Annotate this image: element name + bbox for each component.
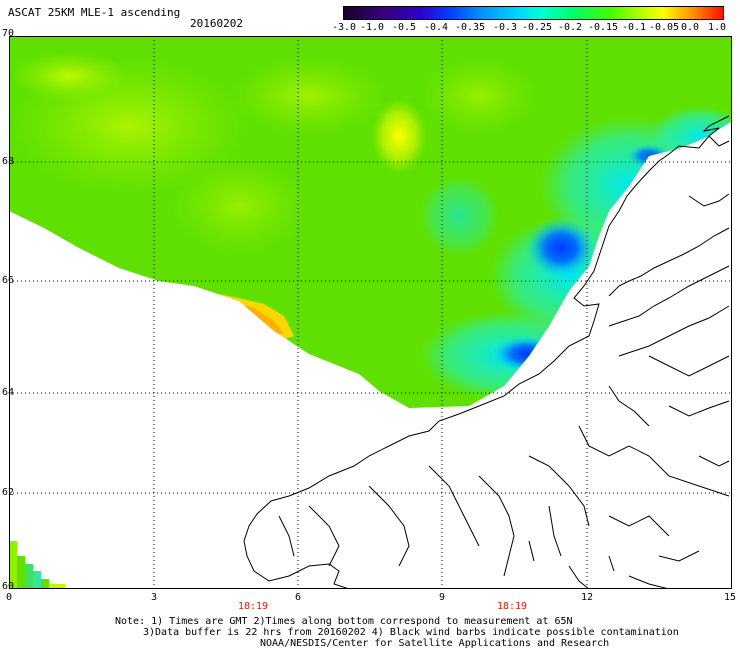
- map-date: 20160202: [190, 17, 243, 30]
- colorbar-label: -0.4: [423, 22, 449, 33]
- lon-label: 0: [5, 592, 13, 603]
- lat-label: 62: [2, 487, 15, 498]
- scatterometer-swath: [9, 36, 732, 408]
- lon-label: 3: [150, 592, 158, 603]
- colorbar-label: -0.25: [521, 22, 553, 33]
- lon-label: 9: [438, 592, 446, 603]
- colorbar-label: -0.1: [621, 22, 647, 33]
- lat-label: 60: [2, 581, 15, 592]
- lon-label: 12: [580, 592, 594, 603]
- colorbar-label: -0.05: [648, 22, 680, 33]
- lat-lon-grid: [9, 36, 732, 589]
- colorbar-label: -0.3: [492, 22, 518, 33]
- colorbar-label: 0.0: [680, 22, 700, 33]
- time-label: 18:19: [496, 601, 528, 612]
- lon-label: 6: [294, 592, 302, 603]
- time-label: 18:19: [237, 601, 269, 612]
- colorbar-label: -0.2: [557, 22, 583, 33]
- lon-label: 15: [723, 592, 737, 603]
- map-plot: [9, 36, 732, 589]
- colorbar-label: -1.0: [359, 22, 385, 33]
- map-title: ASCAT 25KM MLE-1 ascending: [8, 6, 181, 19]
- lat-label: 66: [2, 275, 15, 286]
- note-line: Note: 1) Times are GMT 2)Times along bot…: [115, 616, 573, 627]
- colorbar-label: 1.0: [707, 22, 727, 33]
- colorbar: [343, 6, 724, 20]
- colorbar-label: -3.0: [331, 22, 357, 33]
- lat-label: 64: [2, 387, 15, 398]
- lat-label: 68: [2, 156, 15, 167]
- colorbar-label: -0.35: [454, 22, 486, 33]
- colorbar-label: -0.5: [391, 22, 417, 33]
- colorbar-label: -0.15: [587, 22, 619, 33]
- lat-label: 70: [2, 28, 15, 39]
- map-frame: [9, 36, 732, 589]
- credit-line: NOAA/NESDIS/Center for Satellite Applica…: [260, 638, 610, 649]
- note-line: 3)Data buffer is 22 hrs from 20160202 4)…: [143, 627, 679, 638]
- coastline: [243, 115, 730, 589]
- swath-fragment: [9, 541, 65, 589]
